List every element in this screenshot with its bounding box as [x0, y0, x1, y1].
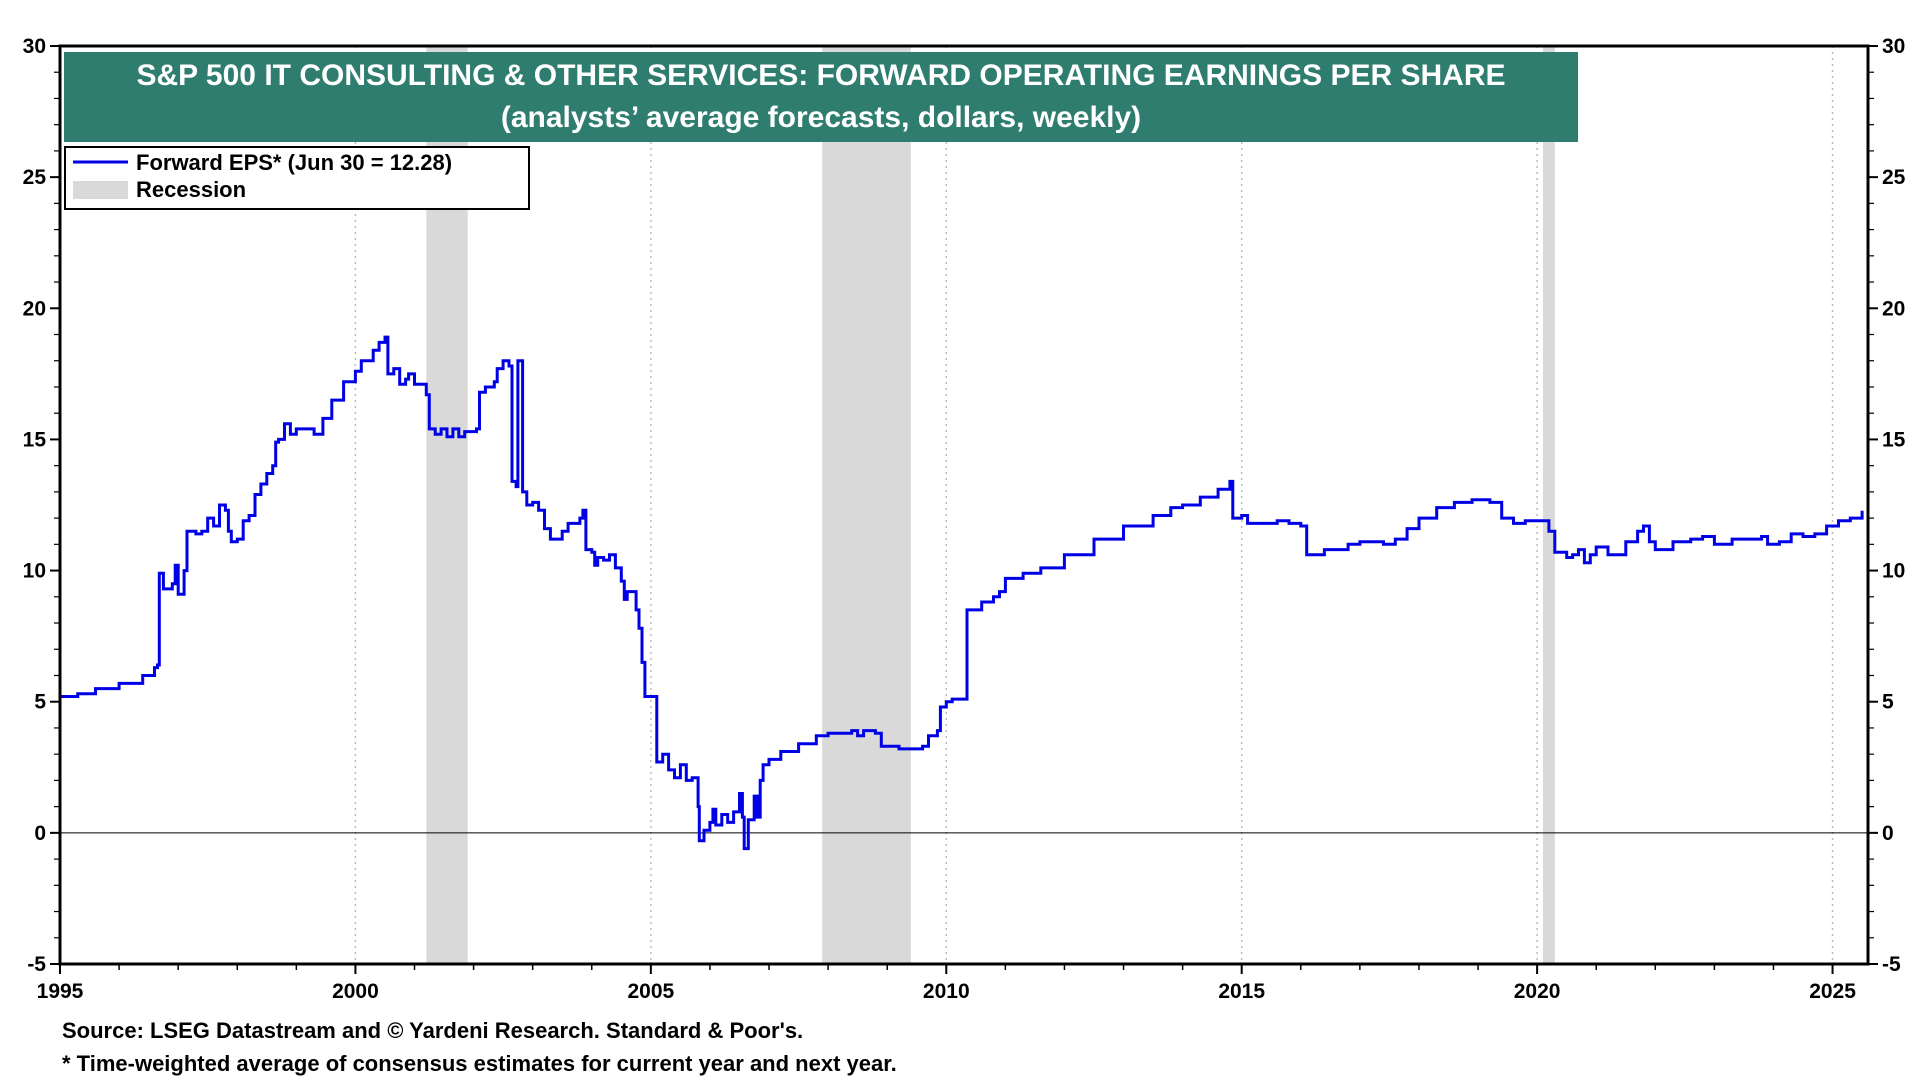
- chart-subtitle: (analysts’ average forecasts, dollars, w…: [501, 101, 1141, 134]
- y-tick-label-right-10: 10: [1882, 560, 1905, 583]
- y-tick-label-right-0: 0: [1882, 822, 1894, 845]
- y-tick-label-left-0: 0: [34, 822, 46, 845]
- x-tick-label-2010: 2010: [923, 980, 970, 1003]
- x-tick-label-1995: 1995: [37, 980, 84, 1003]
- x-tick-label-2020: 2020: [1514, 980, 1561, 1003]
- legend-entry-recession: Recession: [136, 177, 246, 202]
- legend: Forward EPS* (Jun 30 = 12.28) Recession: [64, 146, 530, 210]
- y-tick-label-left-5: 5: [34, 691, 46, 714]
- y-tick-label-left-10: 10: [23, 560, 46, 583]
- y-tick-label-left-20: 20: [23, 297, 46, 320]
- title-background: [64, 52, 1578, 142]
- recession-band-2: [1543, 46, 1555, 964]
- y-tick-label-right-25: 25: [1882, 166, 1906, 189]
- x-tick-label-2025: 2025: [1809, 980, 1856, 1003]
- axis-ticks: 1995 2000 2005 2010 2015 2020 2025-5 -50 05 510 10…: [23, 35, 1906, 1003]
- footnote-asterisk: * Time-weighted average of consensus est…: [62, 1051, 897, 1076]
- gridlines: [354, 46, 1834, 964]
- x-tick-label-2005: 2005: [627, 980, 674, 1003]
- recession-band-1: [822, 46, 911, 964]
- plot-frame: [58, 44, 1870, 966]
- series-line-forward-eps: [60, 335, 1864, 851]
- y-tick-label-left--5: -5: [27, 953, 46, 976]
- title-box: S&P 500 IT CONSULTING & OTHER SERVICES: …: [64, 52, 1578, 142]
- x-tick-label-2015: 2015: [1218, 980, 1265, 1003]
- legend-band-swatch: [73, 181, 128, 199]
- series-layer: [60, 335, 1864, 851]
- y-tick-label-right-15: 15: [1882, 428, 1906, 451]
- y-tick-label-right-5: 5: [1882, 691, 1894, 714]
- y-tick-label-right-20: 20: [1882, 297, 1905, 320]
- recession-bands: [426, 46, 1555, 964]
- legend-entry-forward-eps: Forward EPS* (Jun 30 = 12.28): [136, 150, 452, 175]
- y-tick-label-right--5: -5: [1882, 953, 1901, 976]
- y-tick-label-left-15: 15: [23, 428, 47, 451]
- y-tick-label-left-25: 25: [23, 166, 47, 189]
- x-tick-label-2000: 2000: [332, 980, 379, 1003]
- chart-title: S&P 500 IT CONSULTING & OTHER SERVICES: …: [136, 59, 1505, 92]
- y-tick-label-right-30: 30: [1882, 35, 1905, 58]
- y-tick-label-left-30: 30: [23, 35, 46, 58]
- source-note: Source: LSEG Datastream and © Yardeni Re…: [62, 1018, 804, 1043]
- legend-box: [64, 146, 530, 210]
